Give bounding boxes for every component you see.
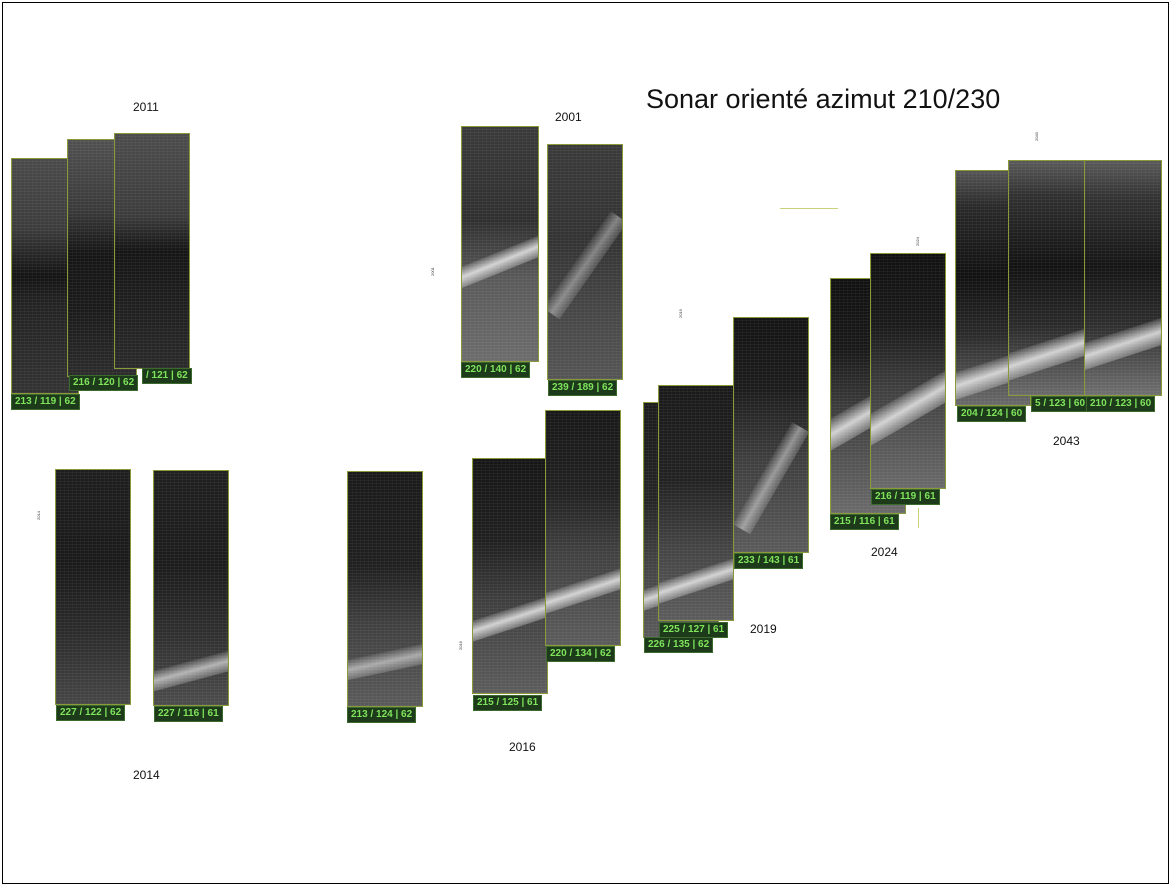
tiny-label: 2019 xyxy=(678,309,683,318)
sonar-image xyxy=(547,144,623,380)
sonar-image xyxy=(733,317,809,553)
sonar-label: 213 / 119 | 62 xyxy=(11,394,80,410)
marker-line xyxy=(918,508,919,528)
sonar-image xyxy=(472,458,548,694)
sonar-image xyxy=(1084,160,1162,396)
tiny-label: 2001 xyxy=(430,267,435,276)
year-label-2024: 2024 xyxy=(871,545,898,559)
sonar-image xyxy=(461,126,539,362)
sonar-label: 5 / 123 | 60 xyxy=(1031,396,1090,412)
tiny-label: 2043 xyxy=(1034,132,1039,141)
sonar-label: 220 / 134 | 62 xyxy=(546,646,616,662)
sonar-image xyxy=(153,470,229,706)
sonar-label: 210 / 123 | 60 xyxy=(1086,396,1156,412)
sonar-label: 215 / 116 | 61 xyxy=(830,514,899,530)
tiny-label: 2016 xyxy=(458,641,463,650)
sonar-label: 239 / 189 | 62 xyxy=(548,380,618,396)
sonar-label: 204 / 124 | 60 xyxy=(957,406,1027,422)
year-label-2016: 2016 xyxy=(509,740,536,754)
sonar-label: 220 / 140 | 62 xyxy=(461,362,531,378)
marker-line xyxy=(780,208,838,209)
sonar-label: 227 / 116 | 61 xyxy=(154,706,223,722)
sonar-label: 213 / 124 | 62 xyxy=(347,707,417,723)
sonar-image xyxy=(1008,160,1088,396)
sonar-image xyxy=(870,253,946,489)
sonar-label: 226 / 135 | 62 xyxy=(644,637,714,653)
year-label-2043: 2043 xyxy=(1053,434,1080,448)
sonar-image xyxy=(658,385,734,621)
tiny-label: 2024 xyxy=(915,237,920,246)
sonar-label: 215 / 125 | 61 xyxy=(473,695,543,711)
sonar-image xyxy=(114,133,190,369)
page-title: Sonar orienté azimut 210/230 xyxy=(646,84,1001,114)
sonar-label: / 121 | 62 xyxy=(142,368,192,384)
tiny-label: 2014 xyxy=(36,511,41,520)
sonar-image xyxy=(347,471,423,707)
sonar-label: 233 / 143 | 61 xyxy=(734,553,804,569)
sonar-image xyxy=(55,469,131,705)
sonar-label: 225 / 127 | 61 xyxy=(659,622,729,638)
year-label-2011: 2011 xyxy=(133,100,159,114)
year-label-2019: 2019 xyxy=(750,622,777,636)
sonar-label: 227 / 122 | 62 xyxy=(56,705,126,721)
year-label-2014: 2014 xyxy=(133,768,160,782)
sonar-label: 216 / 120 | 62 xyxy=(69,375,139,391)
sonar-image xyxy=(545,410,621,646)
year-label-2001: 2001 xyxy=(555,110,582,124)
sonar-label: 216 / 119 | 61 xyxy=(871,489,940,505)
